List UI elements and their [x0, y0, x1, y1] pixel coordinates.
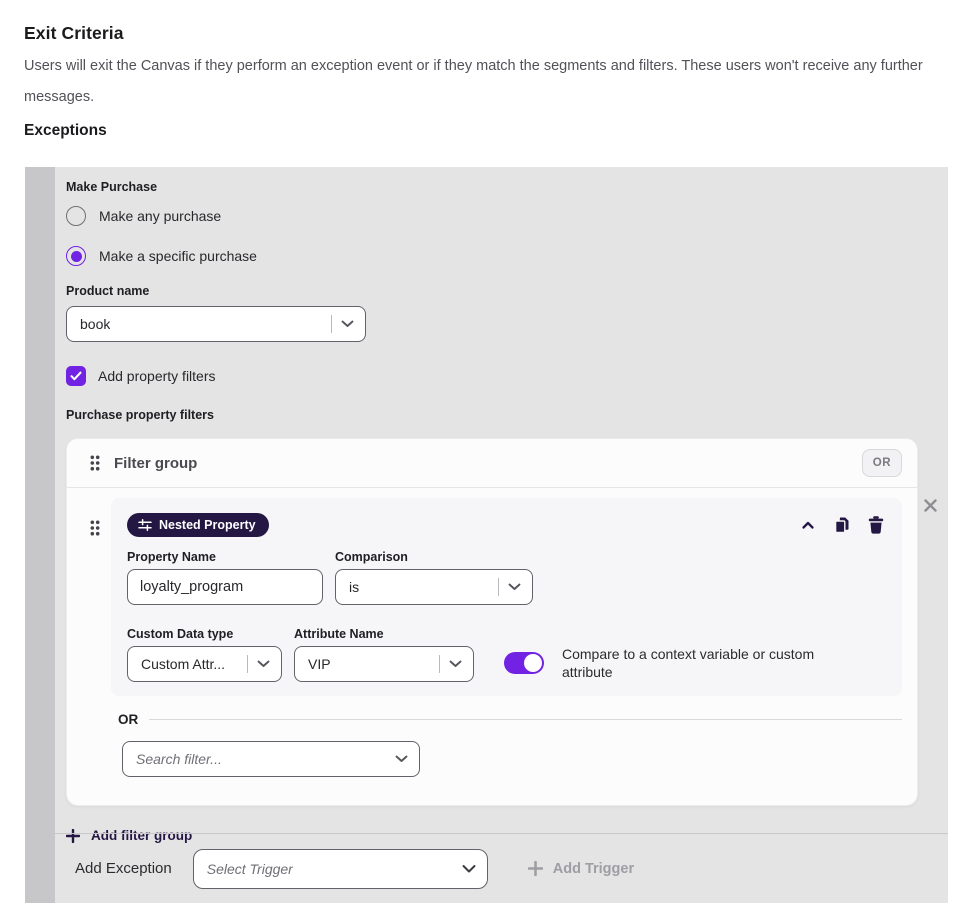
or-divider-label: OR: [118, 712, 139, 727]
chevron-down-icon: [395, 755, 408, 763]
duplicate-icon[interactable]: [832, 515, 852, 535]
chevron-up-icon[interactable]: [798, 515, 818, 535]
select-divider: [331, 315, 332, 333]
add-filter-group-label: Add filter group: [91, 828, 193, 843]
select-divider: [247, 655, 248, 673]
chevron-down-icon: [341, 320, 354, 328]
or-divider: OR: [118, 712, 902, 727]
custom-data-type-value: Custom Attr...: [141, 656, 226, 672]
radio-make-any-purchase-label: Make any purchase: [99, 208, 222, 224]
select-trigger-placeholder: Select Trigger: [206, 860, 293, 877]
purchase-property-filters-label: Purchase property filters: [66, 408, 214, 422]
filter-group-or-badge[interactable]: OR: [861, 449, 902, 477]
comparison-value: is: [349, 579, 360, 595]
make-purchase-label: Make Purchase: [66, 180, 158, 194]
property-name-label: Property Name: [127, 550, 216, 564]
plus-icon: [66, 828, 80, 843]
close-icon[interactable]: [919, 494, 941, 516]
plus-icon: [527, 861, 543, 876]
nested-property-badge: Nested Property: [127, 513, 269, 537]
search-filter-select[interactable]: Search filter...: [122, 741, 420, 777]
nested-property-card: Nested Property: [111, 498, 902, 696]
drag-handle-icon[interactable]: [89, 518, 101, 538]
filter-group-body: Nested Property: [67, 488, 917, 805]
select-divider: [498, 578, 499, 596]
search-filter-placeholder: Search filter...: [136, 751, 222, 767]
compare-context-toggle[interactable]: [504, 652, 544, 674]
select-divider: [439, 655, 440, 673]
chevron-down-icon: [257, 660, 270, 668]
product-name-select[interactable]: book: [66, 306, 366, 342]
check-icon: [70, 371, 82, 381]
radio-make-specific-purchase-label: Make a specific purchase: [99, 248, 257, 264]
radio-unselected-icon[interactable]: [66, 206, 86, 226]
custom-data-type-label: Custom Data type: [127, 627, 234, 641]
radio-make-specific-purchase[interactable]: Make a specific purchase: [66, 246, 918, 266]
checkbox-checked-icon[interactable]: [66, 366, 86, 386]
exit-criteria-header: Exit Criteria Users will exit the Canvas…: [0, 0, 970, 140]
page-title: Exit Criteria: [24, 23, 124, 43]
exception-panel: Make Purchase Make any purchase Make a s…: [25, 167, 948, 903]
filter-group-header: Filter group OR: [67, 439, 917, 488]
radio-selected-icon[interactable]: [66, 246, 86, 266]
exceptions-heading: Exceptions: [24, 122, 107, 139]
add-exception-footer: Add Exception Select Trigger Add Trigger: [55, 833, 948, 903]
sliders-icon: [138, 519, 152, 531]
select-trigger-dropdown[interactable]: Select Trigger: [192, 848, 488, 889]
add-filter-group-button[interactable]: Add filter group: [66, 828, 192, 843]
exception-drag-strip[interactable]: [25, 167, 55, 903]
add-property-filters-checkbox[interactable]: Add property filters: [66, 366, 918, 386]
compare-context-toggle-label: Compare to a context variable or custom …: [562, 646, 815, 680]
chevron-down-icon: [449, 660, 462, 668]
comparison-select[interactable]: is: [335, 569, 533, 605]
add-trigger-button[interactable]: Add Trigger: [527, 860, 635, 877]
custom-data-type-select[interactable]: Custom Attr...: [127, 646, 282, 682]
attribute-name-select[interactable]: VIP: [294, 646, 474, 682]
trash-icon[interactable]: [866, 515, 886, 535]
filter-group-title: Filter group: [114, 454, 198, 472]
attribute-name-value: VIP: [308, 656, 331, 672]
add-trigger-label: Add Trigger: [552, 860, 635, 877]
property-name-input[interactable]: [127, 569, 323, 605]
or-divider-line: [149, 719, 902, 720]
filter-group-card: Filter group OR Nested Property: [66, 438, 918, 806]
chevron-down-icon: [508, 583, 521, 591]
comparison-label: Comparison: [335, 550, 408, 564]
page-description: Users will exit the Canvas if they perfo…: [24, 58, 923, 105]
chevron-down-icon: [462, 864, 476, 873]
drag-handle-icon[interactable]: [89, 453, 101, 473]
radio-make-any-purchase[interactable]: Make any purchase: [66, 206, 918, 226]
nested-property-badge-label: Nested Property: [159, 518, 256, 532]
attribute-name-label: Attribute Name: [294, 627, 384, 641]
exception-panel-body: Make Purchase Make any purchase Make a s…: [55, 167, 948, 903]
add-property-filters-label: Add property filters: [98, 368, 216, 384]
add-exception-label: Add Exception: [75, 860, 172, 877]
product-name-label: Product name: [66, 284, 150, 298]
product-name-value: book: [80, 316, 111, 332]
